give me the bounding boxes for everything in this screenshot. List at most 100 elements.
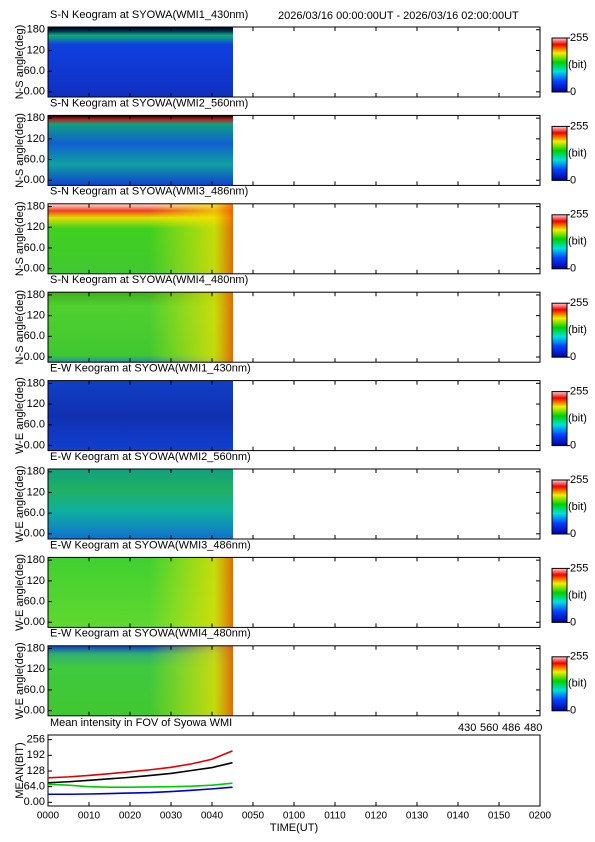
y-tick-label: 128 xyxy=(27,765,45,777)
colorbar xyxy=(551,391,568,447)
colorbar-label: (bit) xyxy=(568,413,587,425)
colorbar-label: (bit) xyxy=(568,147,587,159)
series-line xyxy=(47,761,233,784)
x-tick-label: 0100 xyxy=(283,811,306,822)
colorbar-tick-label: 255 xyxy=(570,297,588,309)
y-axis-label: W-E angle(deg) xyxy=(14,642,26,719)
y-tick-label: 180 xyxy=(27,466,45,478)
panel-title: E-W Keogram at SYOWA(WMI3_486nm) xyxy=(50,539,251,551)
x-tick-label: 0130 xyxy=(406,811,429,822)
legend-entry: 430 xyxy=(458,722,476,734)
y-tick-label: 0.00 xyxy=(24,528,45,540)
colorbar-tick-label: 0 xyxy=(570,705,576,717)
y-tick-label: 180 xyxy=(27,24,45,36)
x-tick-label: 0010 xyxy=(78,811,101,822)
panel-title: E-W Keogram at SYOWA(WMI2_560nm) xyxy=(50,451,251,463)
x-tick-label: 0150 xyxy=(488,811,511,822)
x-tick-label: 0000 xyxy=(37,811,60,822)
y-axis-label: W-E angle(deg) xyxy=(14,466,26,543)
keogram-overlay xyxy=(48,115,233,186)
y-axis-label: N-S angle(deg) xyxy=(14,290,26,365)
keogram-overlay xyxy=(48,203,233,274)
y-tick-label: 256 xyxy=(27,734,45,746)
keogram-overlay xyxy=(48,557,233,628)
colorbar-tick-label: 255 xyxy=(570,562,588,574)
colorbar-tick-label: 0 xyxy=(570,263,576,275)
keogram-overlay xyxy=(48,380,233,451)
keogram-overlay xyxy=(48,292,233,363)
y-tick-label: 180 xyxy=(27,554,45,566)
y-tick-label: 120 xyxy=(27,398,45,410)
time-range: 2026/03/16 00:00:00UT - 2026/03/16 02:00… xyxy=(278,10,519,22)
colorbar-label: (bit) xyxy=(568,678,587,690)
x-tick-label: 0040 xyxy=(201,811,224,822)
series-line xyxy=(47,782,233,788)
colorbar-tick-label: 255 xyxy=(570,209,588,221)
x-tick-label: 0050 xyxy=(242,811,265,822)
y-tick-label: 0.00 xyxy=(24,351,45,363)
colorbar-tick-label: 0 xyxy=(570,174,576,186)
keogram-overlay xyxy=(48,27,233,97)
y-tick-label: 60.0 xyxy=(24,153,45,165)
y-tick-label: 0.00 xyxy=(24,616,45,628)
y-tick-label: 60.0 xyxy=(24,684,45,696)
y-tick-label: 60.0 xyxy=(24,330,45,342)
panel-title: E-W Keogram at SYOWA(WMI1_430nm) xyxy=(50,363,251,375)
y-axis-label: N-S angle(deg) xyxy=(14,113,26,188)
y-tick-label: 120 xyxy=(27,663,45,675)
colorbar-label: (bit) xyxy=(568,501,587,513)
colorbar-label: (bit) xyxy=(568,236,587,248)
colorbar-tick-label: 255 xyxy=(570,120,588,132)
panel-title: S-N Keogram at SYOWA(WMI2_560nm) xyxy=(50,97,248,109)
colorbar-tick-label: 0 xyxy=(570,528,576,540)
colorbar xyxy=(551,125,568,181)
y-tick-label: 192 xyxy=(27,749,45,761)
x-axis-label: TIME(UT) xyxy=(270,822,318,834)
y-tick-label: 0.00 xyxy=(24,174,45,186)
y-axis-label: W-E angle(deg) xyxy=(14,554,26,631)
x-tick-label: 0120 xyxy=(365,811,388,822)
colorbar-tick-label: 255 xyxy=(570,651,588,663)
x-tick-label: 0140 xyxy=(447,811,470,822)
panel-title: S-N Keogram at SYOWA(WMI4_480nm) xyxy=(50,274,248,286)
y-tick-label: 0.00 xyxy=(24,705,45,717)
colorbar-label: (bit) xyxy=(568,324,587,336)
y-tick-label: 0.00 xyxy=(24,439,45,451)
x-tick-label: 0020 xyxy=(119,811,142,822)
y-tick-label: 0.00 xyxy=(24,86,45,98)
colorbar xyxy=(551,567,568,623)
series-line xyxy=(48,786,233,796)
y-axis-label: W-E angle(deg) xyxy=(14,377,26,454)
colorbar-tick-label: 255 xyxy=(570,386,588,398)
keogram-overlay xyxy=(48,469,233,539)
y-tick-label: 0.00 xyxy=(24,796,45,808)
colorbar-tick-label: 0 xyxy=(570,351,576,363)
colorbar-tick-label: 255 xyxy=(570,474,588,486)
colorbar-tick-label: 0 xyxy=(570,616,576,628)
y-tick-label: 120 xyxy=(27,486,45,498)
legend-entry: 560 xyxy=(480,722,498,734)
y-tick-label: 120 xyxy=(27,310,45,322)
colorbar-tick-label: 255 xyxy=(570,32,588,44)
y-tick-label: 180 xyxy=(27,642,45,654)
y-tick-label: 60.0 xyxy=(24,595,45,607)
y-tick-label: 120 xyxy=(27,44,45,56)
legend-entry: 480 xyxy=(524,722,542,734)
panel-title: Mean intensity in FOV of Syowa WMI xyxy=(50,717,232,729)
colorbar-tick-label: 0 xyxy=(570,440,576,452)
colorbar xyxy=(551,656,568,712)
colorbar xyxy=(551,302,568,358)
x-tick-label: 0030 xyxy=(160,811,183,822)
panel-title: S-N Keogram at SYOWA(WMI1_430nm) xyxy=(50,9,248,21)
y-axis-label: N-S angle(deg) xyxy=(14,202,26,277)
y-tick-label: 180 xyxy=(27,112,45,124)
colorbar-tick-label: 0 xyxy=(570,86,576,98)
colorbar-label: (bit) xyxy=(568,59,587,71)
y-tick-label: 0.00 xyxy=(24,263,45,275)
panel-title: E-W Keogram at SYOWA(WMI4_480nm) xyxy=(50,628,251,640)
y-axis-label: MEAN(BIT) xyxy=(14,742,26,798)
y-tick-label: 60.0 xyxy=(24,65,45,77)
y-tick-label: 180 xyxy=(27,377,45,389)
x-tick-label: 0110 xyxy=(324,811,346,822)
